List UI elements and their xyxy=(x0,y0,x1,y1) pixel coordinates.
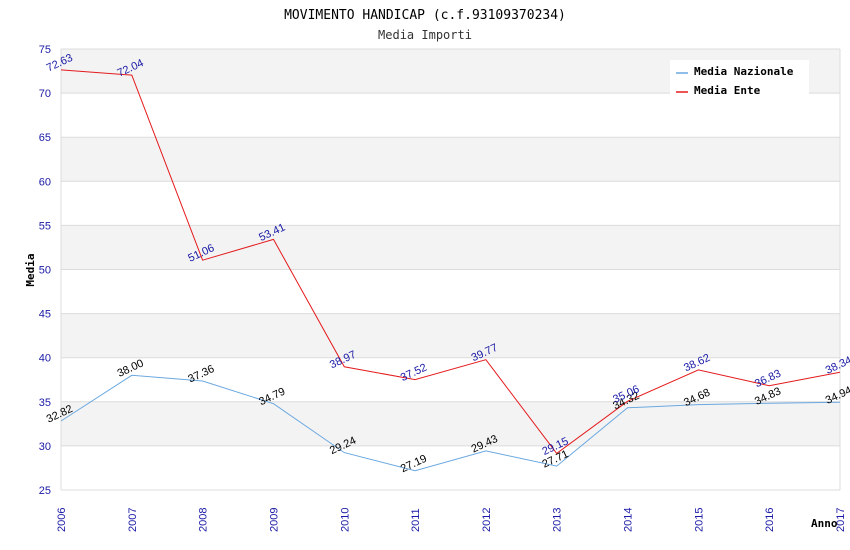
x-tick-label: 2017 xyxy=(835,508,847,532)
x-axis-label: Anno xyxy=(811,517,838,530)
data-label: 37.36 xyxy=(186,363,216,386)
y-tick-label: 70 xyxy=(39,88,51,100)
legend-label-media-nazionale: Media Nazionale xyxy=(694,65,794,78)
x-tick-label: 2012 xyxy=(481,508,493,532)
series-line-media-ente xyxy=(60,69,841,455)
x-tick-label: 2006 xyxy=(56,508,68,532)
x-tick-label: 2010 xyxy=(339,508,351,532)
x-tick-label: 2016 xyxy=(764,508,776,532)
x-tick-label: 2008 xyxy=(198,508,210,532)
x-tick-label: 2007 xyxy=(127,508,139,532)
legend-label-media-ente: Media Ente xyxy=(694,84,761,97)
data-label: 37.52 xyxy=(399,362,429,385)
background-bands xyxy=(61,49,840,446)
x-tick-label: 2014 xyxy=(623,508,635,532)
grid-band xyxy=(61,313,840,358)
y-tick-label: 30 xyxy=(39,441,51,453)
x-tick-label: 2015 xyxy=(693,508,705,532)
y-tick-label: 55 xyxy=(39,220,51,232)
y-axis-label: Media xyxy=(24,253,37,286)
y-tick-label: 75 xyxy=(39,44,51,56)
y-tick-label: 65 xyxy=(39,132,51,144)
x-tick-label: 2013 xyxy=(552,508,564,532)
chart-title: MOVIMENTO HANDICAP (c.f.93109370234) xyxy=(284,8,566,23)
y-axis-ticks: 25 30 35 40 45 50 55 60 65 70 75 xyxy=(39,44,51,497)
y-tick-label: 45 xyxy=(39,309,51,321)
grid-band xyxy=(61,225,840,270)
x-axis-ticks: 2006 2007 2008 2009 2010 2011 2012 2013 2014 2015… xyxy=(56,508,847,532)
x-tick-label: 2009 xyxy=(268,508,280,532)
grid-band xyxy=(61,137,840,182)
legend: Media Nazionale Media Ente xyxy=(670,60,809,98)
y-tick-label: 60 xyxy=(39,176,51,188)
y-tick-label: 25 xyxy=(39,485,51,497)
grid-band xyxy=(61,401,840,446)
chart-subtitle: Media Importi xyxy=(378,28,472,42)
y-tick-label: 40 xyxy=(39,353,51,365)
y-tick-label: 35 xyxy=(39,397,51,409)
series-line-media-nazionale xyxy=(60,374,841,472)
x-tick-label: 2011 xyxy=(410,508,422,532)
series-lines xyxy=(60,69,841,472)
data-label: 27.19 xyxy=(399,453,429,476)
y-tick-label: 50 xyxy=(39,265,51,277)
legend-box xyxy=(670,60,809,98)
